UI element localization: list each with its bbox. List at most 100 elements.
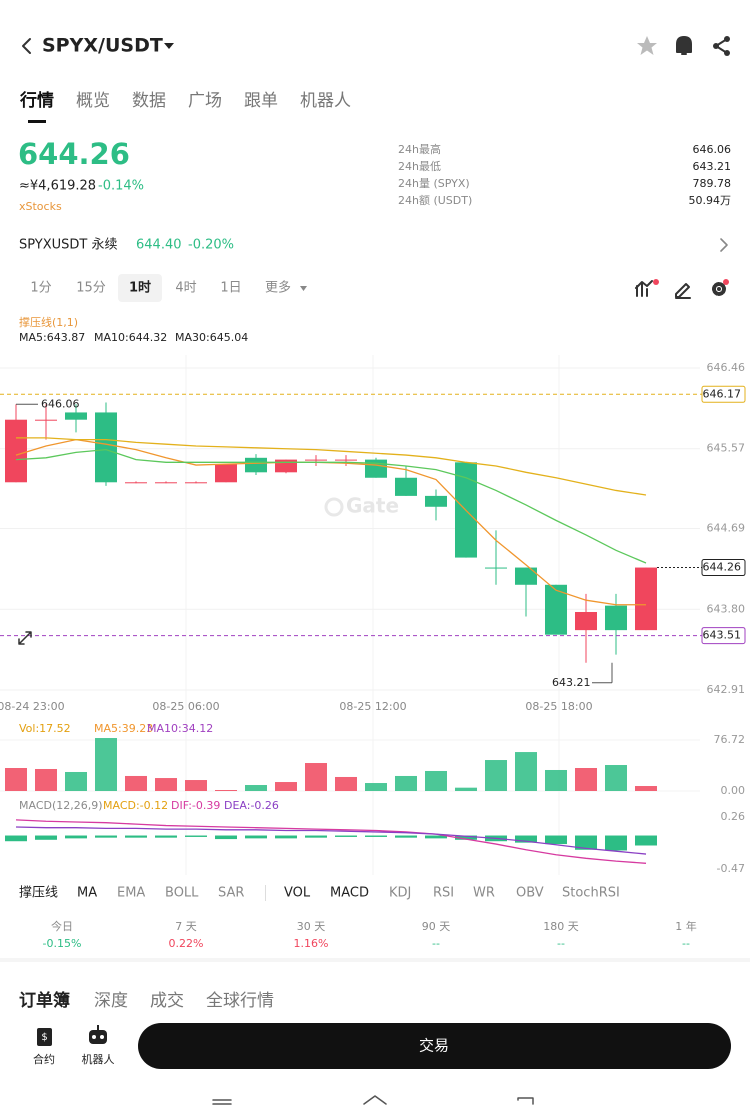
price-change: -0.14% <box>98 179 144 194</box>
book-tab[interactable]: 全球行情 <box>206 991 274 1011</box>
icon-glyph: $ <box>41 1032 47 1043</box>
macd-bar <box>425 835 447 839</box>
time-label: 08-25 12:00 <box>339 700 406 713</box>
ma-line <box>16 437 647 496</box>
volume-bar <box>545 769 567 791</box>
book-tab[interactable]: 订单簿 <box>19 990 70 1011</box>
trade-button[interactable] <box>138 1023 731 1069</box>
trade-label[interactable]: 交易 <box>419 1037 449 1055</box>
price-line-label: 646.17 <box>703 387 742 400</box>
volume-bar <box>335 776 357 791</box>
settings-icon[interactable] <box>712 279 729 296</box>
indicator-title: 撑压线(1,1) <box>19 315 78 329</box>
indicator-tab[interactable]: MA <box>77 886 97 901</box>
macd-title: MACD(12,26,9) <box>19 799 103 812</box>
volume-label: Vol:17.52 <box>19 722 71 735</box>
interval[interactable]: 1日 <box>220 281 241 296</box>
divider <box>265 885 266 901</box>
back-button[interactable] <box>22 38 31 54</box>
macd-bar <box>545 835 567 845</box>
macd-bar <box>305 835 327 838</box>
time-label: 08-25 18:00 <box>525 700 592 713</box>
tab[interactable]: 跟单 <box>244 91 278 111</box>
interval[interactable]: 4时 <box>175 281 196 296</box>
indicator-tab[interactable]: WR <box>473 886 495 901</box>
last-price: 644.26 <box>18 137 130 171</box>
price-line-label: 644.26 <box>703 561 742 574</box>
indicator-tab[interactable]: StochRSI <box>562 886 620 901</box>
pair-title[interactable]: SPYX/USDT <box>42 35 163 57</box>
perf-change: 0.22% <box>169 937 204 950</box>
candle-body <box>5 419 27 483</box>
indicator-tab[interactable]: SAR <box>218 886 244 901</box>
price-line-label: 643.51 <box>703 629 742 642</box>
perf-change: -0.15% <box>43 937 82 950</box>
low-label: 643.21 <box>552 676 591 689</box>
tab[interactable]: 广场 <box>188 91 222 111</box>
perf-change: 1.16% <box>294 937 329 950</box>
watermark: Gate <box>346 494 399 518</box>
tab[interactable]: 概览 <box>76 91 110 111</box>
perf-period: 1 年 <box>675 919 697 933</box>
indicator-tab[interactable]: EMA <box>117 886 145 901</box>
tab[interactable]: 机器人 <box>300 91 351 111</box>
candle-body <box>215 464 237 483</box>
candle-body <box>245 457 267 473</box>
tab[interactable]: 行情 <box>19 90 54 111</box>
book-tab[interactable]: 成交 <box>150 991 184 1011</box>
tab[interactable]: 数据 <box>132 91 166 111</box>
indicator-tab[interactable]: RSI <box>433 886 454 901</box>
indicator-tab[interactable]: BOLL <box>165 886 199 901</box>
indicator-icon[interactable] <box>635 279 659 297</box>
alert-icon[interactable] <box>676 36 692 55</box>
draw-icon[interactable] <box>675 283 691 299</box>
interval[interactable]: 更多 <box>265 280 291 296</box>
macd-bar <box>65 835 87 839</box>
macd-line <box>15 826 647 855</box>
macd-bar <box>515 835 537 843</box>
indicator-tab[interactable]: VOL <box>284 886 311 901</box>
candle-body <box>365 459 387 478</box>
macd-bar <box>575 835 597 850</box>
ma-label: MA30:645.04 <box>175 331 248 344</box>
indicator-tab[interactable]: MACD <box>330 886 369 901</box>
candle-body <box>155 482 177 484</box>
volume-bar <box>275 782 297 791</box>
time-label: 08-25 06:00 <box>152 700 219 713</box>
indicator-tab[interactable]: 撑压线 <box>19 886 58 901</box>
perf-change: -- <box>557 937 565 950</box>
candle-body <box>275 459 297 473</box>
contract-icon[interactable]: $ <box>37 1028 52 1046</box>
perp-chevron[interactable] <box>720 238 728 252</box>
contract-label[interactable]: 合约 <box>33 1052 55 1066</box>
stat-label: 24h最低 <box>398 160 441 173</box>
volume-bar <box>395 775 417 791</box>
pair-dropdown[interactable] <box>164 43 174 49</box>
y-tick-label: 645.57 <box>707 442 746 455</box>
time-label: 08-24 23:00 <box>0 700 65 713</box>
favorite-icon[interactable] <box>637 36 657 55</box>
y-tick-label: 646.46 <box>707 361 746 374</box>
volume-bar <box>5 767 27 791</box>
perp-name[interactable]: SPYXUSDT 永续 <box>19 238 118 253</box>
interval[interactable]: 1时 <box>129 280 151 296</box>
robot-label[interactable]: 机器人 <box>82 1052 115 1066</box>
volume-ma-label: MA5:39.23 <box>94 722 153 735</box>
robot-icon[interactable] <box>89 1025 107 1044</box>
macd-line <box>15 819 647 864</box>
price-line-box <box>701 385 746 403</box>
expand-icon[interactable] <box>18 631 32 645</box>
perf-change: -- <box>682 937 690 950</box>
volume-bar <box>455 787 477 791</box>
more-dropdown[interactable] <box>300 286 307 291</box>
kline-chart: 08-24 23:00 08-25 06:00 08-25 12:00 08-25 1… <box>0 331 746 875</box>
volume-bar <box>65 771 87 791</box>
indicator-tab[interactable]: OBV <box>516 886 544 901</box>
share-icon[interactable] <box>713 36 730 56</box>
interval[interactable]: 1分 <box>30 281 51 296</box>
indicator-tab[interactable]: KDJ <box>389 886 411 901</box>
book-tab[interactable]: 深度 <box>94 991 128 1011</box>
interval[interactable]: 15分 <box>76 281 106 296</box>
